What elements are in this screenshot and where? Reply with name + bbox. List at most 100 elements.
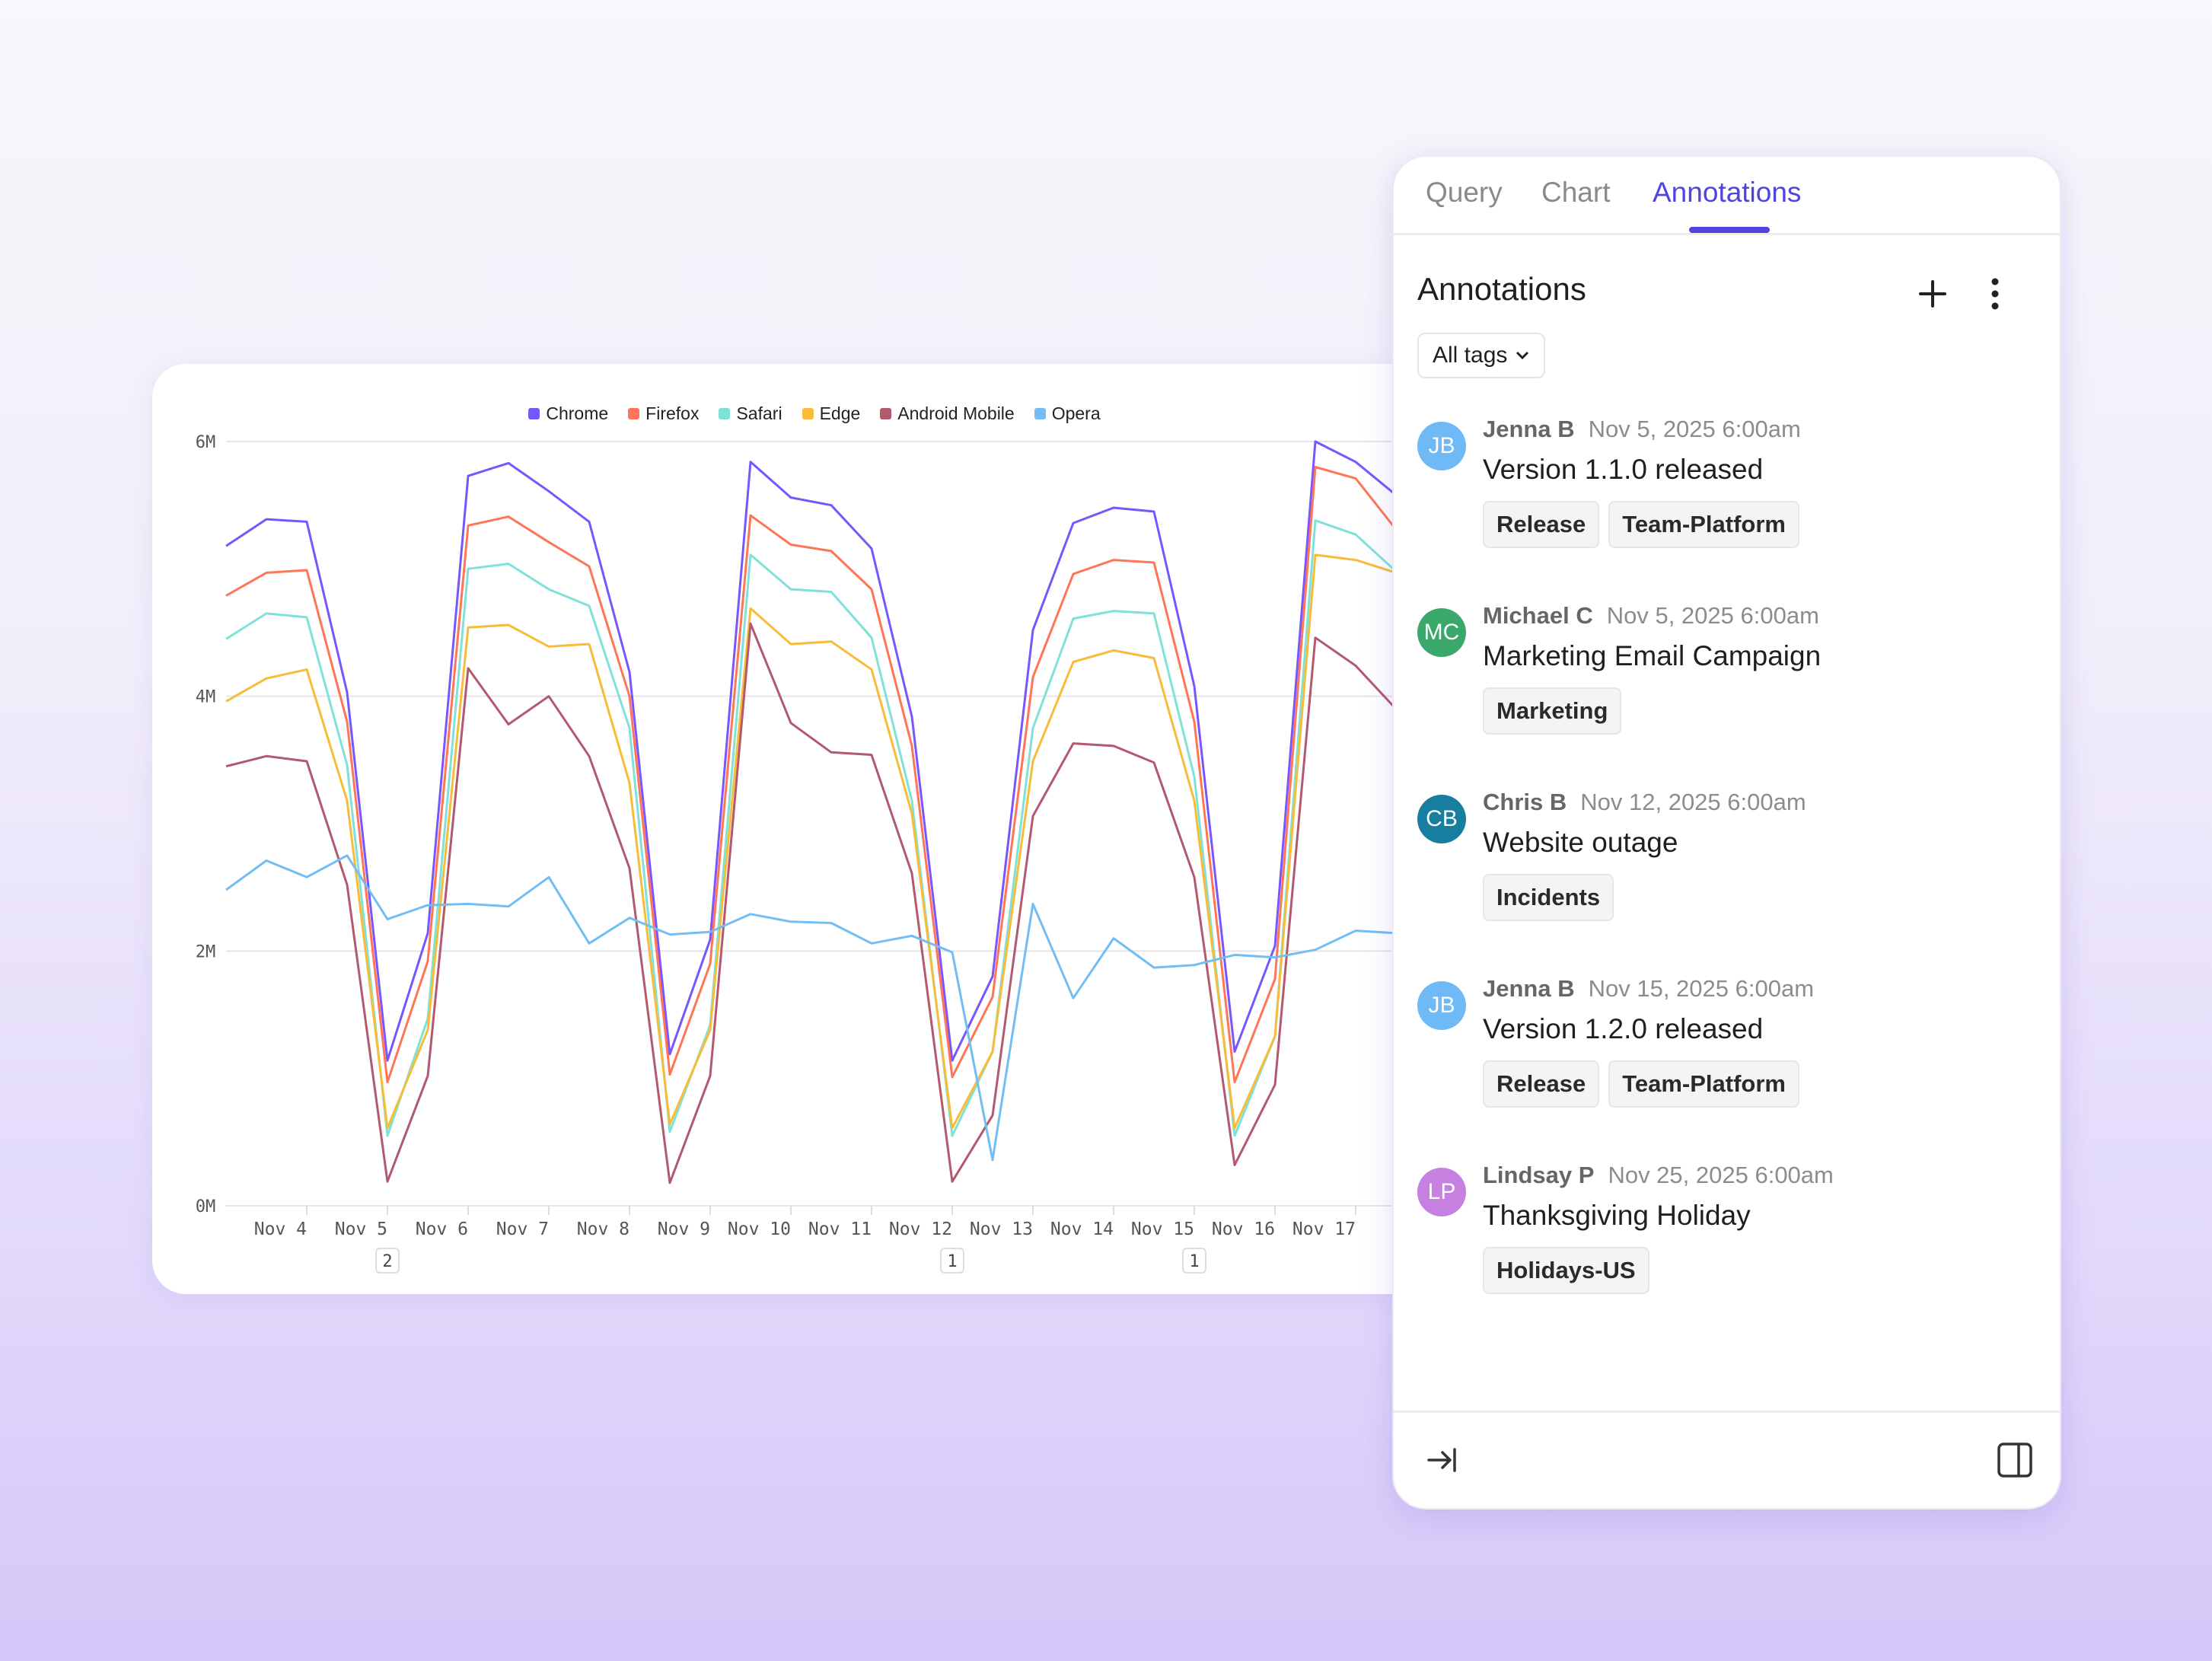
annotation-marker[interactable]: 1 (1182, 1248, 1206, 1274)
legend-item[interactable]: Android Mobile (880, 403, 1015, 424)
y-tick-label: 0M (196, 1197, 216, 1216)
annotation-date: Nov 12, 2025 6:00am (1580, 789, 1806, 815)
legend-label: Edge (819, 403, 861, 423)
annotation-count: 1 (1189, 1252, 1199, 1271)
x-tick-label: Nov 6 (416, 1219, 468, 1239)
tag-chip[interactable]: Team-Platform (1608, 1060, 1799, 1108)
annotation-title: Version 1.1.0 released (1483, 454, 1764, 485)
x-tick-label: Nov 14 (1050, 1219, 1114, 1239)
annotation-marker-box (1182, 1248, 1206, 1274)
tag-chip[interactable]: Release (1483, 1060, 1600, 1108)
legend-swatch (528, 408, 540, 419)
annotation-date: Nov 5, 2025 6:00am (1606, 602, 1819, 629)
legend-item[interactable]: Safari (719, 403, 782, 424)
series-line-android-mobile[interactable] (225, 622, 1438, 1184)
legend-item[interactable]: Opera (1034, 403, 1101, 424)
annotation-meta: Lindsay P Nov 25, 2025 6:00am (1483, 1162, 1834, 1189)
panel-title: Annotations (1417, 271, 1586, 307)
active-tab-indicator (1689, 227, 1770, 233)
x-tick-label: Nov 11 (808, 1219, 872, 1239)
x-tick-label: Nov 15 (1131, 1219, 1194, 1239)
panel-footer (1394, 1411, 2060, 1508)
series-line-chrome[interactable] (225, 440, 1438, 1062)
avatar: JB (1417, 422, 1466, 470)
author-name: Chris B (1483, 789, 1567, 815)
annotation-marker-box (940, 1248, 964, 1274)
x-tick-label: Nov 5 (335, 1219, 387, 1239)
vertical-dots-icon[interactable] (1987, 277, 2003, 314)
annotation-marker[interactable]: 1 (940, 1248, 964, 1274)
legend-swatch (1034, 408, 1046, 419)
x-tick-label: Nov 17 (1292, 1219, 1356, 1239)
annotation-meta: Jenna B Nov 5, 2025 6:00am (1483, 416, 1801, 443)
annotation-title: Marketing Email Campaign (1483, 640, 1822, 671)
series-line-opera[interactable] (225, 854, 1438, 1162)
annotation-marker-box (375, 1248, 400, 1274)
x-tick-label: Nov 12 (889, 1219, 952, 1239)
tag-list: Release Team-Platform (1483, 501, 1799, 548)
chart-card: Chrome Firefox Safari Edge Android Mobile Ope… (152, 364, 1461, 1294)
avatar: MC (1417, 608, 1466, 657)
legend-swatch (628, 408, 640, 419)
author-name: Jenna B (1483, 975, 1575, 1002)
legend-swatch (802, 408, 814, 419)
tag-chip[interactable]: Holidays-US (1483, 1247, 1649, 1294)
plus-icon[interactable] (1917, 279, 1948, 313)
tag-list: Incidents (1483, 874, 1614, 921)
chart-legend: Chrome Firefox Safari Edge Android Mobile Ope… (152, 403, 1461, 424)
tab-chart[interactable]: Chart (1541, 177, 1611, 208)
side-panel: Query Chart Annotations Annotations All … (1392, 155, 2061, 1510)
tag-filter-dropdown[interactable]: All tags (1417, 333, 1546, 378)
annotation-meta: Chris B Nov 12, 2025 6:00am (1483, 789, 1806, 816)
avatar: LP (1417, 1168, 1466, 1216)
tag-filter-label: All tags (1433, 343, 1508, 368)
x-tick-label: Nov 13 (970, 1219, 1033, 1239)
tag-chip[interactable]: Team-Platform (1608, 501, 1799, 548)
split-panel-icon[interactable] (1997, 1442, 2033, 1482)
x-tick-label: Nov 7 (496, 1219, 549, 1239)
annotation-marker[interactable]: 2 (375, 1248, 400, 1274)
author-name: Lindsay P (1483, 1162, 1595, 1188)
line-chart: 0M 2M 4M 6M Nov 4 Nov 5 Nov 6 Nov 7 Nov 8 Nov 9 No… (196, 433, 1461, 1274)
avatar: CB (1417, 795, 1466, 843)
legend-label: Firefox (645, 403, 700, 423)
annotation-count: 2 (382, 1252, 392, 1271)
annotation-date: Nov 25, 2025 6:00am (1608, 1162, 1834, 1188)
x-tick-label: Nov 8 (577, 1219, 629, 1239)
annotation-meta: Jenna B Nov 15, 2025 6:00am (1483, 975, 1814, 1003)
tab-query[interactable]: Query (1426, 177, 1503, 208)
tag-chip[interactable]: Marketing (1483, 687, 1622, 735)
tag-list: Release Team-Platform (1483, 1060, 1799, 1108)
legend-item[interactable]: Edge (802, 403, 861, 424)
avatar: JB (1417, 981, 1466, 1030)
x-tick-label: Nov 10 (728, 1219, 791, 1239)
legend-label: Android Mobile (897, 403, 1015, 423)
series-line-edge[interactable] (225, 553, 1438, 1130)
annotation-title: Thanksgiving Holiday (1483, 1200, 1751, 1231)
x-tick-label: Nov 9 (658, 1219, 710, 1239)
author-name: Michael C (1483, 602, 1593, 629)
x-tick-label: Nov 4 (254, 1219, 307, 1239)
legend-label: Opera (1051, 403, 1101, 423)
annotation-title: Website outage (1483, 827, 1678, 858)
annotation-meta: Michael C Nov 5, 2025 6:00am (1483, 602, 1819, 630)
y-tick-label: 6M (196, 433, 216, 452)
tab-annotations[interactable]: Annotations (1653, 177, 1802, 208)
tag-chip[interactable]: Incidents (1483, 874, 1614, 921)
legend-swatch (719, 408, 731, 419)
y-tick-label: 2M (196, 942, 216, 961)
tag-list: Marketing (1483, 687, 1622, 735)
annotation-count: 1 (947, 1252, 957, 1271)
legend-item[interactable]: Firefox (628, 403, 699, 424)
series-line-safari[interactable] (225, 519, 1438, 1137)
arrow-right-to-bar-icon[interactable] (1426, 1446, 1459, 1478)
chevron-down-icon (1516, 351, 1529, 360)
tab-bar: Query Chart Annotations (1394, 157, 2060, 235)
y-tick-label: 4M (196, 688, 216, 707)
annotation-date: Nov 5, 2025 6:00am (1588, 416, 1801, 442)
legend-label: Chrome (546, 403, 609, 423)
tag-chip[interactable]: Release (1483, 501, 1600, 548)
series-line-firefox[interactable] (225, 466, 1438, 1084)
legend-item[interactable]: Chrome (528, 403, 608, 424)
annotation-date: Nov 15, 2025 6:00am (1588, 975, 1815, 1002)
